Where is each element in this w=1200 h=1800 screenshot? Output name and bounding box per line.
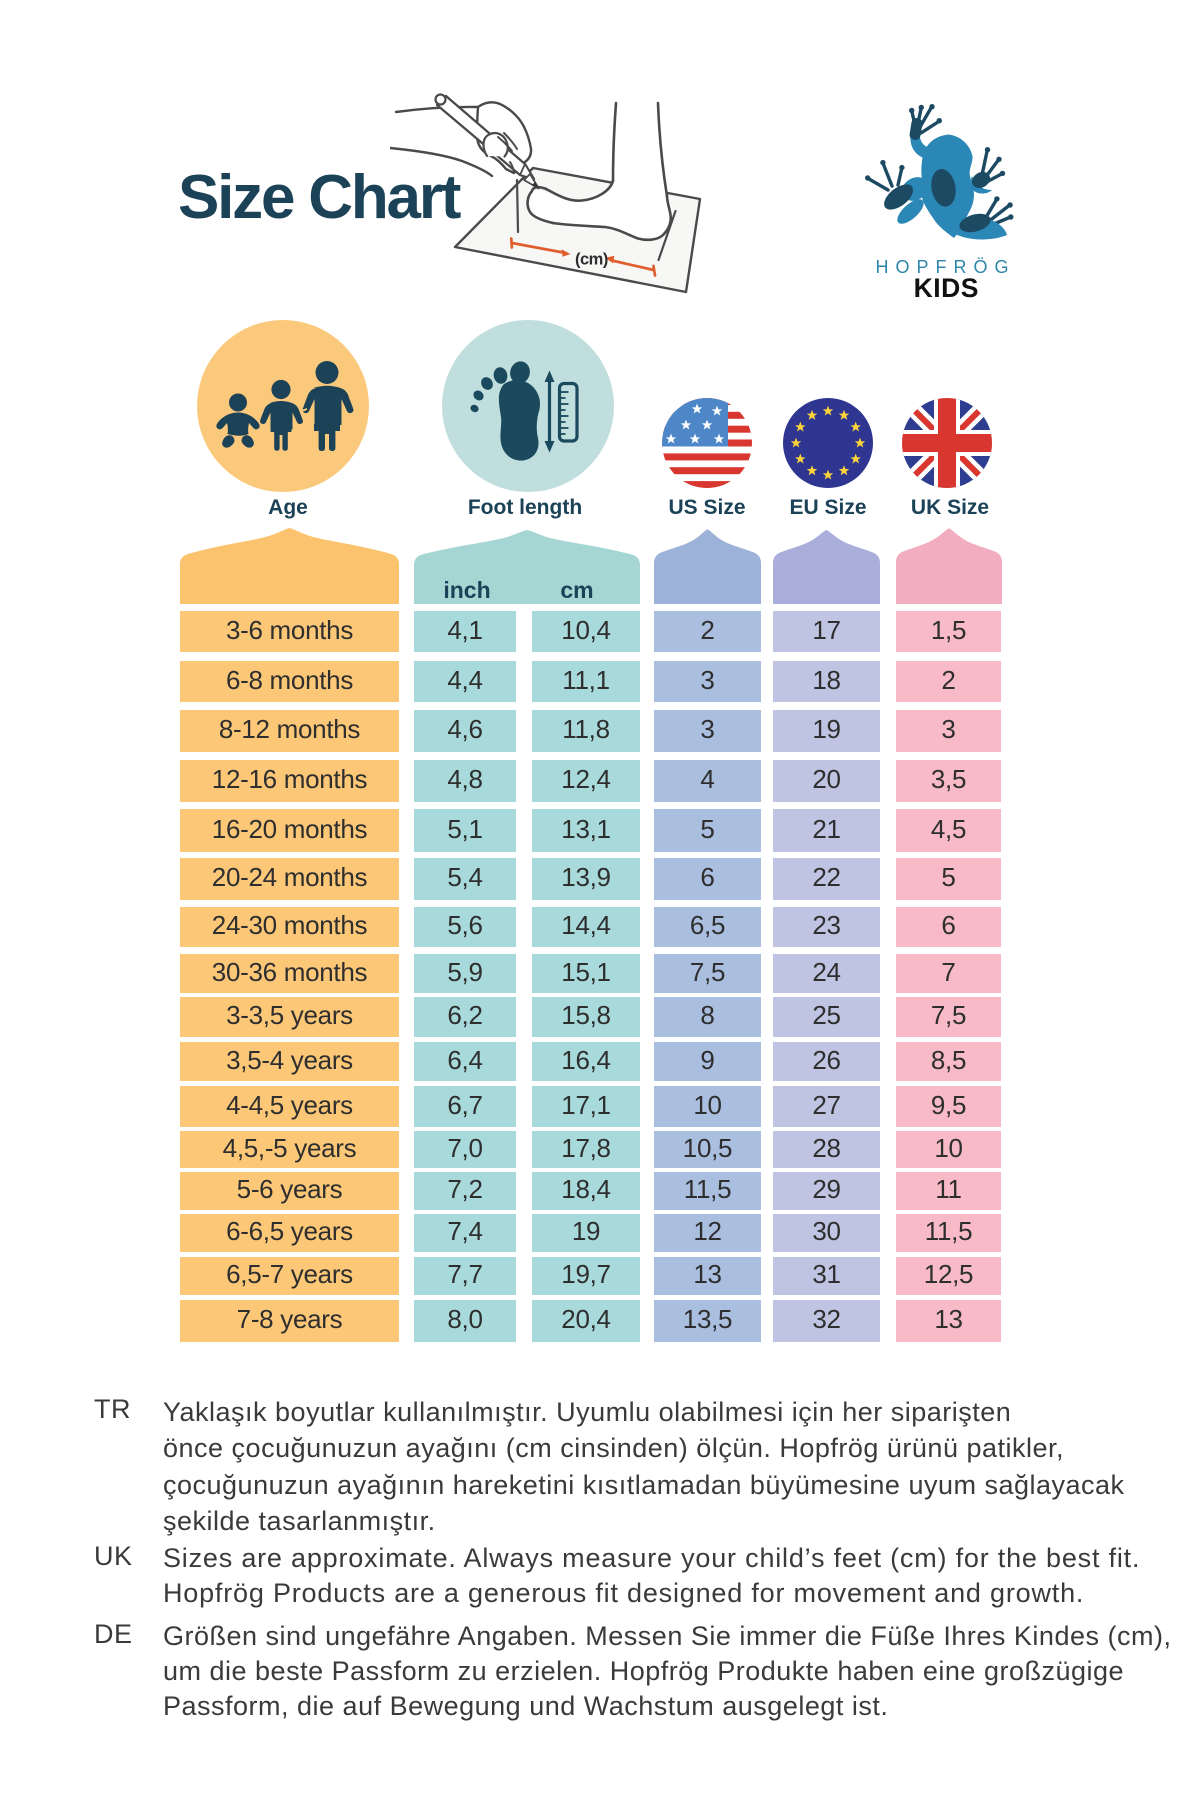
svg-text:(cm): (cm) bbox=[575, 251, 608, 269]
